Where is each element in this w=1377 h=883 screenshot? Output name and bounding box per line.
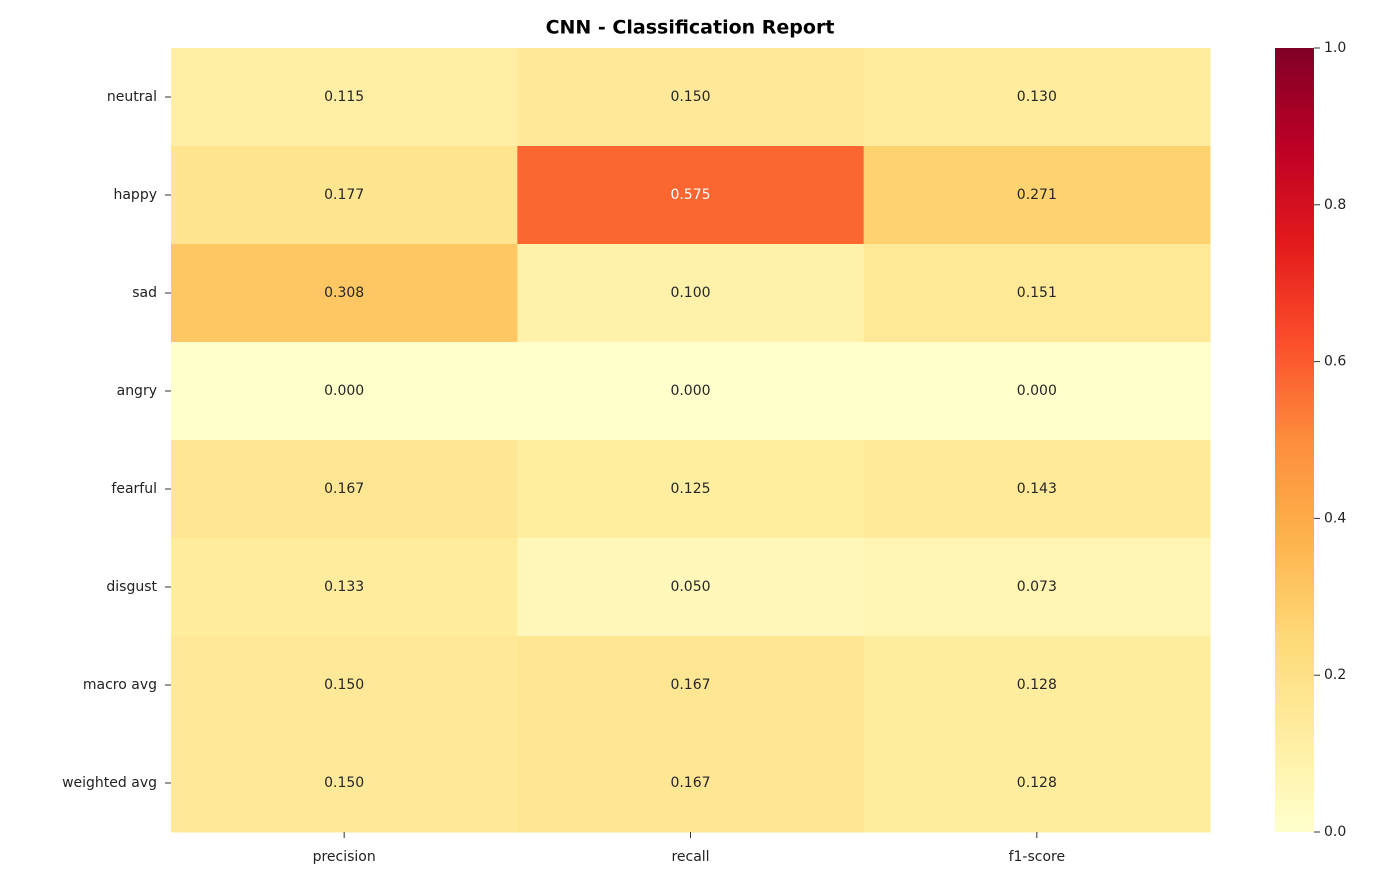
y-tick-label: disgust <box>106 579 157 595</box>
cell-label: 0.143 <box>1017 481 1057 497</box>
colorbar-tick-label: 0.8 <box>1324 197 1346 213</box>
heatmap-cell <box>863 636 1211 735</box>
cell-label: 0.575 <box>670 187 710 203</box>
cell-label: 0.100 <box>670 285 710 301</box>
heatmap-cell <box>517 244 865 343</box>
heatmap-cell <box>863 244 1211 343</box>
heatmap-cell <box>171 48 518 147</box>
x-tick-label: precision <box>313 849 376 865</box>
colorbar-tick-label: 0.6 <box>1324 354 1346 370</box>
colorbar-tick-label: 0.2 <box>1324 667 1346 683</box>
y-tick-label: sad <box>132 285 157 301</box>
heatmap-cell <box>171 440 518 539</box>
heatmap-cell <box>517 440 865 539</box>
y-tick-label: weighted avg <box>62 775 157 791</box>
heatmap-cell <box>863 48 1211 147</box>
heatmap-cell <box>517 734 865 833</box>
cell-label: 0.150 <box>670 89 710 105</box>
cell-label: 0.150 <box>324 775 364 791</box>
y-tick-label: angry <box>117 383 157 399</box>
colorbar-tick-label: 0.0 <box>1324 824 1346 840</box>
cell-label: 0.125 <box>670 481 710 497</box>
cell-label: 0.000 <box>324 383 364 399</box>
cell-label: 0.000 <box>670 383 710 399</box>
colorbar-tick-label: 0.4 <box>1324 510 1346 526</box>
cell-label: 0.151 <box>1017 285 1057 301</box>
colorbar-tick-label: 1.0 <box>1324 40 1346 56</box>
cell-label: 0.177 <box>324 187 364 203</box>
cell-label: 0.150 <box>324 677 364 693</box>
cell-label: 0.167 <box>324 481 364 497</box>
cell-label: 0.073 <box>1017 579 1057 595</box>
heatmap-cell <box>863 440 1211 539</box>
heatmap-cell <box>171 146 518 245</box>
heatmap-cell <box>863 342 1211 441</box>
cell-label: 0.167 <box>670 677 710 693</box>
heatmap-cell <box>517 146 865 245</box>
heatmap-cell <box>517 636 865 735</box>
cell-label: 0.050 <box>670 579 710 595</box>
heatmap-cell <box>863 734 1211 833</box>
colorbar <box>1275 48 1314 832</box>
x-tick-label: recall <box>671 849 709 865</box>
heatmap-cell <box>517 48 865 147</box>
y-tick-label: macro avg <box>83 677 157 693</box>
y-tick-label: neutral <box>107 89 157 105</box>
heatmap-cell <box>171 244 518 343</box>
heatmap-cell <box>517 538 865 637</box>
cell-label: 0.000 <box>1017 383 1057 399</box>
cell-label: 0.130 <box>1017 89 1057 105</box>
cell-label: 0.128 <box>1017 677 1057 693</box>
heatmap-cell <box>863 538 1211 637</box>
chart-title: CNN - Classification Report <box>546 17 835 39</box>
x-tick-label: f1-score <box>1009 849 1066 865</box>
y-tick-label: happy <box>113 187 157 203</box>
cell-label: 0.133 <box>324 579 364 595</box>
heatmap-cell <box>171 734 518 833</box>
cell-label: 0.308 <box>324 285 364 301</box>
heatmap-cell <box>171 636 518 735</box>
heatmap-cell <box>863 146 1211 245</box>
heatmap-cell <box>171 342 518 441</box>
heatmap-cell <box>171 538 518 637</box>
cell-label: 0.167 <box>670 775 710 791</box>
y-tick-label: fearful <box>111 481 157 497</box>
cell-label: 0.271 <box>1017 187 1057 203</box>
heatmap-cell <box>517 342 865 441</box>
cell-label: 0.128 <box>1017 775 1057 791</box>
cell-label: 0.115 <box>324 89 364 105</box>
